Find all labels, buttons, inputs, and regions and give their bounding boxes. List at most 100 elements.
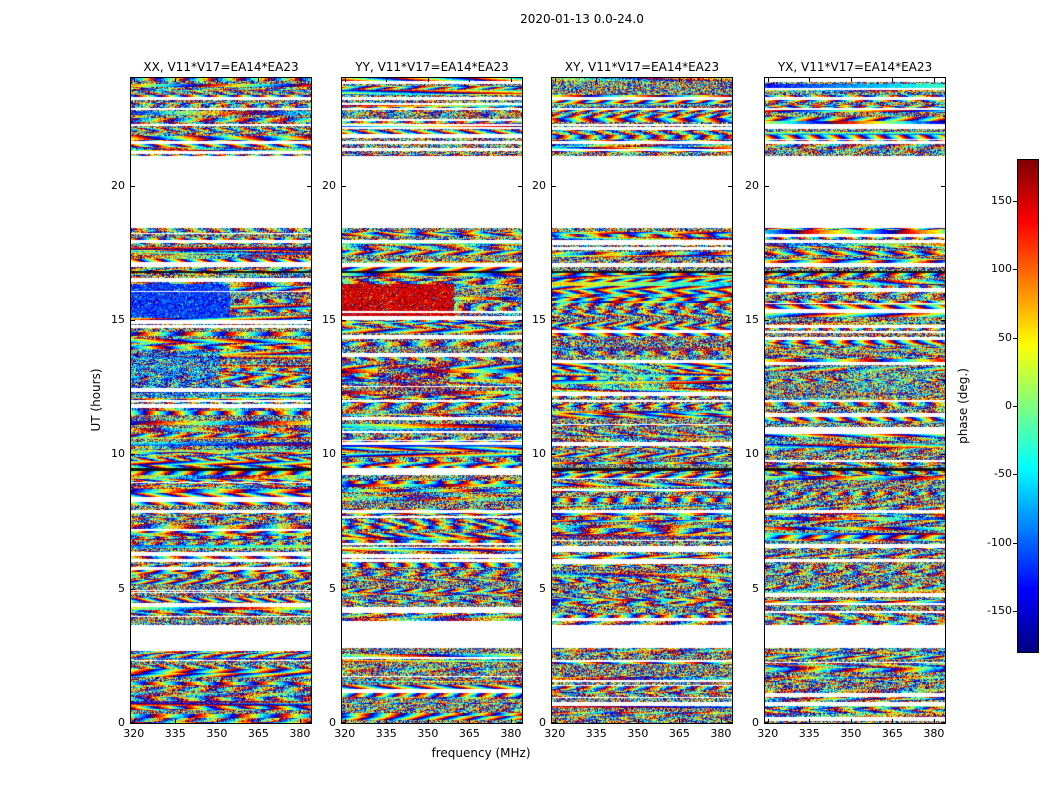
tick-mark bbox=[518, 454, 522, 456]
tick-mark bbox=[767, 78, 769, 82]
x-tick-label: 335 bbox=[375, 727, 397, 740]
tick-mark bbox=[941, 454, 945, 456]
tick-mark bbox=[892, 719, 894, 723]
tick-mark bbox=[941, 319, 945, 321]
colorbar-tick-mark bbox=[1013, 611, 1017, 612]
tick-mark bbox=[765, 722, 769, 723]
tick-mark bbox=[933, 78, 935, 82]
tick-mark bbox=[299, 719, 301, 723]
tick-mark bbox=[307, 454, 311, 456]
tick-mark bbox=[518, 319, 522, 321]
tick-mark bbox=[933, 719, 935, 723]
tick-mark bbox=[765, 588, 769, 590]
y-tick-label: 0 bbox=[752, 716, 759, 729]
colorbar bbox=[1017, 159, 1039, 653]
tick-mark bbox=[518, 588, 522, 590]
y-tick-label: 10 bbox=[322, 447, 336, 461]
tick-mark bbox=[131, 319, 135, 321]
y-tick-label: 15 bbox=[322, 312, 336, 326]
x-tick-label: 335 bbox=[164, 727, 186, 740]
tick-mark bbox=[552, 185, 556, 187]
figure-title: 2020-01-13 0.0-24.0 bbox=[520, 12, 644, 26]
panel-title-yy: YY, V11*V17=EA14*EA23 bbox=[355, 60, 509, 74]
x-tick-label: 320 bbox=[123, 727, 145, 740]
tick-mark bbox=[728, 319, 732, 321]
tick-mark bbox=[342, 722, 346, 723]
tick-mark bbox=[765, 454, 769, 456]
heatmap-xy bbox=[551, 77, 733, 724]
tick-mark bbox=[307, 319, 311, 321]
y-tick-label: 10 bbox=[111, 447, 125, 461]
colorbar-tick-mark bbox=[1013, 474, 1017, 476]
x-tick-label: 365 bbox=[881, 727, 903, 740]
tick-mark bbox=[518, 722, 522, 723]
y-tick-label: 15 bbox=[745, 312, 759, 326]
colorbar-label: phase (deg.) bbox=[956, 368, 970, 444]
tick-mark bbox=[344, 719, 346, 723]
tick-mark bbox=[342, 319, 346, 321]
y-tick-label: 20 bbox=[532, 178, 546, 192]
y-tick-label: 5 bbox=[118, 581, 125, 595]
colorbar-tick-label: 0 bbox=[1005, 399, 1012, 412]
tick-mark bbox=[552, 454, 556, 456]
colorbar-tick-mark bbox=[1013, 201, 1017, 202]
tick-mark bbox=[892, 78, 894, 82]
y-tick-label: 20 bbox=[745, 178, 759, 192]
y-tick-label: 15 bbox=[111, 312, 125, 326]
x-axis-label: frequency (MHz) bbox=[431, 746, 531, 760]
y-tick-label: 20 bbox=[111, 178, 125, 192]
heatmap-yx bbox=[764, 77, 946, 724]
tick-mark bbox=[728, 722, 732, 723]
tick-mark bbox=[386, 78, 388, 82]
tick-mark bbox=[510, 78, 512, 82]
colorbar-tick-label: 50 bbox=[998, 330, 1012, 344]
tick-mark bbox=[809, 719, 811, 723]
y-tick-label: 5 bbox=[539, 581, 546, 595]
tick-mark bbox=[720, 78, 722, 82]
panel-title-yx: YX, V11*V17=EA14*EA23 bbox=[777, 60, 933, 74]
tick-mark bbox=[596, 719, 598, 723]
x-tick-label: 380 bbox=[923, 727, 945, 740]
tick-mark bbox=[427, 78, 429, 82]
colorbar-tick-label: 100 bbox=[991, 262, 1012, 276]
tick-mark bbox=[728, 185, 732, 187]
tick-mark bbox=[720, 719, 722, 723]
tick-mark bbox=[941, 588, 945, 590]
colorbar-tick-label: -150 bbox=[987, 604, 1012, 617]
tick-mark bbox=[307, 588, 311, 590]
tick-mark bbox=[765, 319, 769, 321]
tick-mark bbox=[131, 588, 135, 590]
panel-title-xx: XX, V11*V17=EA14*EA23 bbox=[143, 60, 299, 74]
x-tick-label: 380 bbox=[289, 727, 311, 740]
tick-mark bbox=[850, 719, 852, 723]
x-tick-label: 335 bbox=[798, 727, 820, 740]
tick-mark bbox=[216, 719, 218, 723]
x-tick-label: 335 bbox=[585, 727, 607, 740]
colorbar-tick-mark bbox=[1013, 406, 1017, 407]
x-tick-label: 350 bbox=[206, 727, 228, 740]
x-tick-label: 350 bbox=[627, 727, 649, 740]
tick-mark bbox=[518, 185, 522, 187]
y-tick-label: 20 bbox=[322, 178, 336, 192]
tick-mark bbox=[679, 719, 681, 723]
tick-mark bbox=[307, 185, 311, 187]
tick-mark bbox=[216, 78, 218, 82]
tick-mark bbox=[386, 719, 388, 723]
x-tick-label: 350 bbox=[417, 727, 439, 740]
tick-mark bbox=[554, 78, 556, 82]
tick-mark bbox=[552, 319, 556, 321]
colorbar-tick-label: -100 bbox=[987, 535, 1012, 549]
y-tick-label: 0 bbox=[329, 716, 336, 729]
tick-mark bbox=[469, 719, 471, 723]
y-tick-label: 5 bbox=[329, 581, 336, 595]
colorbar-tick-mark bbox=[1013, 337, 1017, 339]
tick-mark bbox=[299, 78, 301, 82]
tick-mark bbox=[175, 78, 177, 82]
tick-mark bbox=[133, 78, 135, 82]
x-tick-label: 380 bbox=[710, 727, 732, 740]
tick-mark bbox=[344, 78, 346, 82]
y-tick-label: 15 bbox=[532, 312, 546, 326]
tick-mark bbox=[941, 185, 945, 187]
tick-mark bbox=[850, 78, 852, 82]
tick-mark bbox=[469, 78, 471, 82]
